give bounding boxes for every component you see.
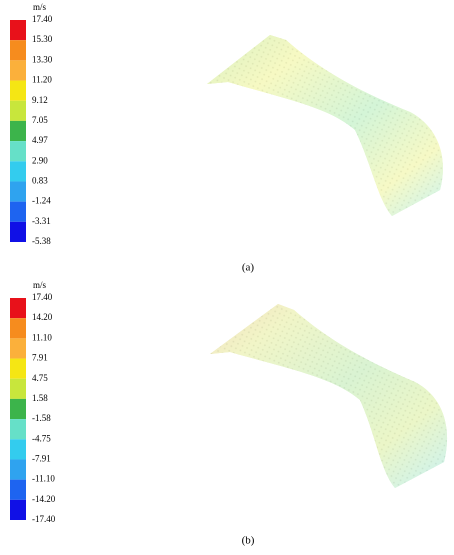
color-band [10, 40, 26, 61]
color-band [10, 479, 26, 500]
color-band [10, 80, 26, 101]
color-band [10, 358, 26, 379]
level-label: 11.10 [32, 332, 52, 342]
color-band [10, 221, 26, 242]
color-band [10, 338, 26, 359]
level-label: 9.12 [32, 95, 48, 105]
color-band [10, 161, 26, 182]
level-label: 4.75 [32, 373, 48, 383]
mesh-plots [207, 35, 448, 488]
panel-caption: (a) [242, 262, 255, 274]
color-band [10, 100, 26, 121]
level-label: 14.20 [32, 312, 53, 322]
level-label: -7.91 [32, 454, 51, 464]
level-label: 13.30 [32, 54, 53, 64]
color-band [10, 318, 26, 339]
color-band [10, 459, 26, 480]
level-label: 7.91 [32, 353, 48, 363]
color-band [10, 181, 26, 202]
unit-label: m/s [33, 2, 47, 12]
level-label: -17.40 [32, 514, 56, 524]
color-band [10, 378, 26, 399]
color-band [10, 120, 26, 142]
level-label: 17.40 [32, 14, 53, 24]
mesh-a [207, 35, 443, 216]
level-label: -14.20 [32, 494, 56, 504]
color-band [10, 20, 26, 41]
level-label: -11.10 [32, 474, 55, 484]
mesh-b [210, 304, 448, 488]
color-band [10, 141, 26, 162]
color-band [10, 439, 26, 460]
level-label: 7.05 [32, 115, 48, 125]
level-label: 15.30 [32, 34, 53, 44]
level-label: -5.38 [32, 236, 51, 246]
level-label: 2.90 [32, 155, 48, 165]
level-label: -1.24 [32, 196, 51, 206]
unit-label: m/s [33, 280, 47, 290]
color-band [10, 298, 26, 319]
color-band [10, 499, 26, 520]
level-label: 1.58 [32, 393, 48, 403]
color-band [10, 419, 26, 440]
level-label: 0.83 [32, 176, 48, 186]
level-label: -1.58 [32, 413, 51, 423]
color-band [10, 60, 26, 81]
level-label: 11.20 [32, 75, 52, 85]
color-band [10, 201, 26, 222]
level-label: 4.97 [32, 135, 48, 145]
color-band [10, 398, 26, 420]
panel-caption: (b) [242, 535, 255, 547]
level-label: -4.75 [32, 433, 51, 443]
level-label: 17.40 [32, 292, 53, 302]
level-label: -3.31 [32, 216, 51, 226]
